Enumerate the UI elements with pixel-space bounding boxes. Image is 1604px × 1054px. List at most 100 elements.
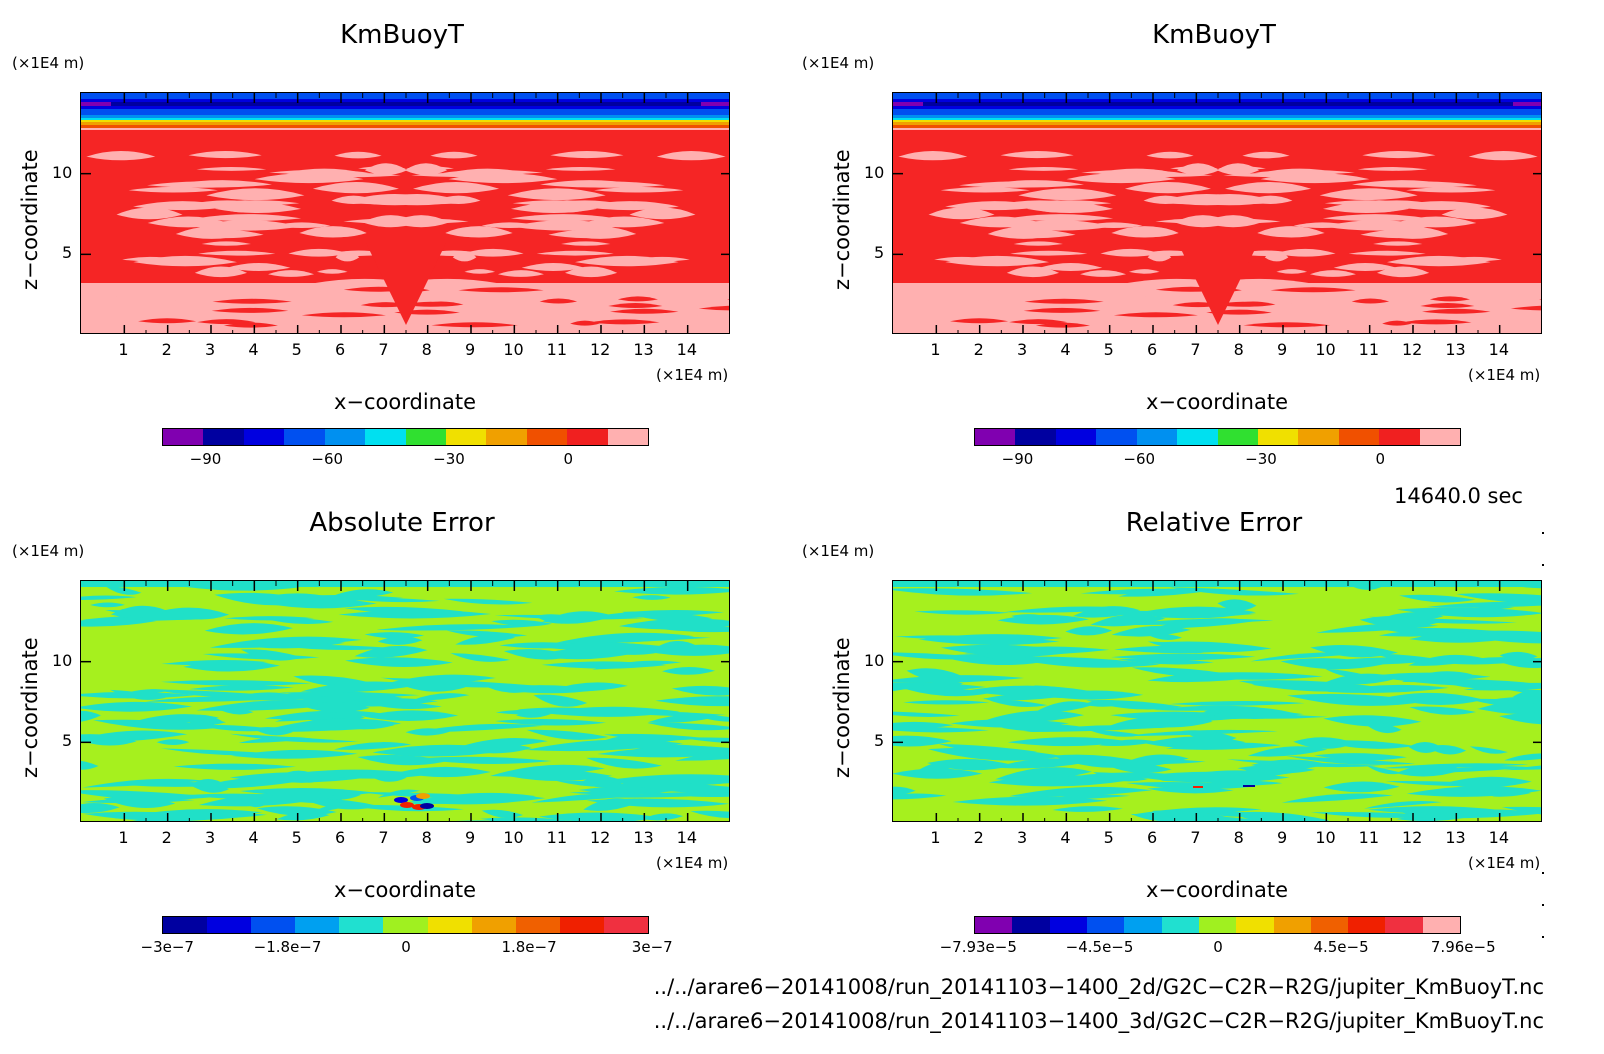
error-streak [240, 649, 303, 661]
field-streak [1373, 241, 1423, 246]
error-streak [1310, 645, 1398, 658]
field-streak [1462, 325, 1541, 330]
colorbar-segment [383, 917, 428, 933]
margin-dot [1542, 872, 1544, 874]
error-streak [1409, 706, 1477, 715]
error-streak [183, 660, 280, 672]
field-streak [580, 201, 679, 211]
field-streak [458, 287, 544, 293]
field-streak [949, 295, 1035, 301]
colorbar-segment [1419, 429, 1461, 445]
colorbar-label: −7.93e−5 [939, 938, 1017, 956]
colorbar-segment [486, 429, 527, 445]
error-streak [1503, 689, 1541, 695]
field-streak [894, 325, 974, 330]
x-tick-label: 7 [1190, 340, 1201, 359]
error-streak [1324, 668, 1367, 677]
field-streak [1274, 248, 1336, 257]
field-streak [138, 318, 197, 324]
y-tick-label: 5 [874, 243, 885, 263]
colorbar-segment [163, 917, 208, 933]
error-streak [105, 610, 220, 620]
error-streak [1504, 753, 1541, 761]
error-streak [1486, 596, 1541, 606]
error-streak [1286, 755, 1416, 765]
error-streak [300, 769, 429, 779]
error-streak [1073, 606, 1141, 618]
error-streak [1327, 684, 1449, 694]
plot-area [80, 580, 730, 822]
error-streak [344, 606, 463, 615]
error-streak [952, 796, 1108, 806]
field-streak [348, 193, 441, 206]
plot-area [892, 580, 1542, 822]
colorbar-segment [975, 429, 1016, 445]
y-axis-label: z−coordinate [18, 149, 42, 290]
band-top [893, 118, 1541, 120]
error-streak [256, 796, 308, 804]
error-streak [1381, 763, 1529, 769]
field-streak [1128, 269, 1160, 274]
field-streak [1013, 241, 1063, 246]
error-streak [343, 804, 464, 812]
colorbar-segment [284, 429, 325, 445]
x-tick-label: 14 [676, 340, 698, 359]
error-streak [677, 737, 729, 744]
field-streak [114, 312, 149, 318]
error-streak [1364, 672, 1491, 681]
error-streak [83, 811, 216, 821]
field-streak [189, 229, 264, 239]
x-unit-label: (×1E4 m) [656, 854, 729, 872]
error-streak [647, 722, 729, 731]
colorbar-label: −30 [433, 450, 465, 468]
margin-dot [1542, 532, 1544, 534]
error-streak [377, 636, 423, 645]
y-axis-label: z−coordinate [18, 637, 42, 778]
field-streak [404, 163, 448, 176]
x-tick-label: 5 [291, 828, 302, 847]
field-streak [898, 150, 968, 161]
error-streak [1065, 626, 1113, 636]
error-streak [1365, 765, 1402, 775]
plot-area [892, 92, 1542, 334]
file-path-2: ../../arare6−20141008/run_20141103−1400_… [653, 1009, 1544, 1033]
field-streak [129, 305, 166, 315]
field-streak [663, 312, 698, 318]
error-streak [1118, 658, 1214, 665]
colorbar-segment [515, 917, 560, 933]
field-streak [1113, 312, 1198, 318]
field-streak [1319, 188, 1418, 201]
field-streak [1066, 173, 1176, 184]
colorbar-segment [207, 917, 252, 933]
error-streak [893, 768, 983, 779]
field-streak [133, 201, 232, 211]
contour-image [81, 93, 729, 333]
field-streak [1376, 266, 1430, 278]
error-streak [1408, 742, 1443, 753]
field-streak [1276, 269, 1308, 274]
colorbar-label: 3e−7 [631, 938, 673, 956]
error-streak [526, 729, 609, 740]
field-streak [194, 266, 248, 278]
colorbar-label: −4.5e−5 [1065, 938, 1134, 956]
field-streak [1323, 220, 1432, 231]
x-tick-label: 10 [1315, 828, 1336, 847]
contour-image [893, 581, 1541, 821]
field-streak [727, 299, 729, 300]
field-streak [334, 151, 382, 159]
colorbar-segment [365, 429, 406, 445]
field-streak [296, 322, 355, 331]
error-streak [357, 754, 448, 766]
error-streak [376, 624, 533, 631]
error-streak [995, 767, 1093, 781]
x-tick-label: 3 [205, 340, 216, 359]
field-streak [1035, 322, 1090, 328]
error-streak [538, 812, 662, 821]
field-streak [1260, 173, 1370, 184]
colorbar-segment [526, 429, 568, 445]
error-streak [161, 680, 312, 686]
x-tick-label: 9 [1277, 340, 1288, 359]
error-streak [196, 777, 305, 789]
margin-dot [1542, 564, 1544, 566]
error-streak [1153, 705, 1261, 711]
